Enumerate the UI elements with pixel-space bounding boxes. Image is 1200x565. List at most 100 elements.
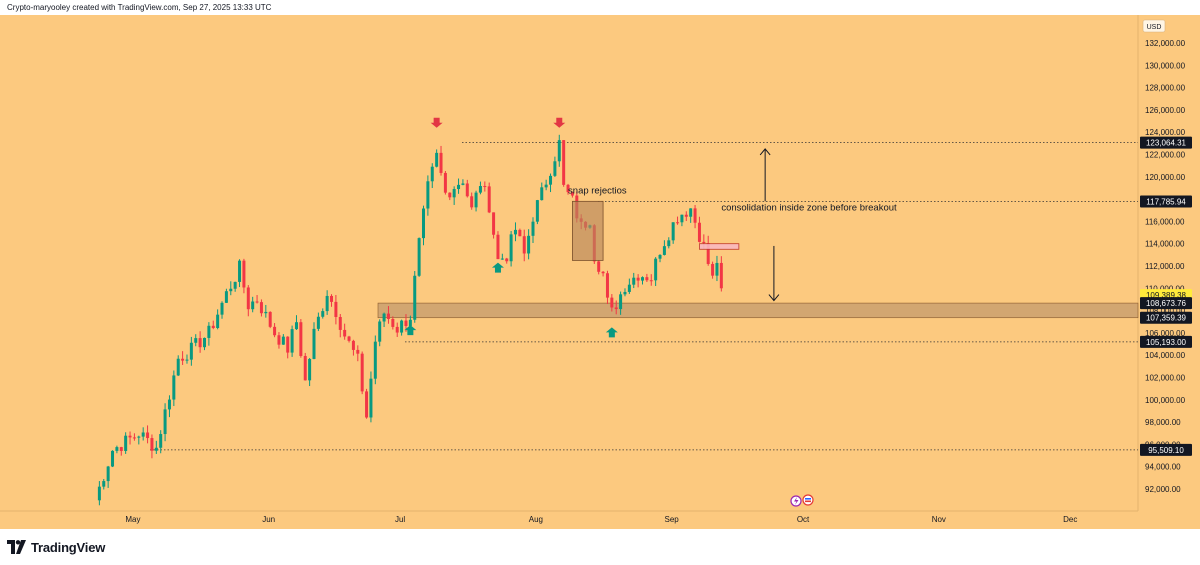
candle-body: [268, 311, 272, 327]
support-zone-rect[interactable]: [377, 302, 1139, 319]
candle-body: [264, 311, 268, 314]
candle-body: [159, 434, 163, 448]
candle-body: [680, 214, 684, 223]
candle-body: [641, 277, 644, 281]
candle-body: [325, 295, 329, 312]
price-tick-label: 126,000.00: [1145, 106, 1186, 115]
candle-body: [308, 358, 312, 381]
time-tick-label: Dec: [1063, 515, 1077, 524]
price-tick-label: 106,000.00: [1145, 329, 1186, 338]
candle-body: [351, 340, 355, 350]
candle-body: [146, 432, 150, 439]
price-label-badge: [1140, 136, 1192, 149]
candle-body: [303, 355, 307, 381]
candle-body: [316, 316, 320, 329]
price-tick-label: 92,000.00: [1145, 485, 1181, 494]
candle-body: [286, 336, 290, 353]
down-arrow-icon: [430, 117, 443, 128]
price-label-text: 117,785.94: [1146, 197, 1186, 206]
up-arrow-icon: [605, 327, 618, 338]
candlestick-series: [97, 134, 723, 506]
candle-body: [224, 291, 228, 303]
candle-body: [102, 481, 106, 487]
flag-event-icon[interactable]: [802, 494, 814, 506]
currency-label: USD: [1147, 24, 1162, 31]
candle-body: [676, 222, 680, 224]
down-arrow-icon: [553, 117, 566, 128]
candle-body: [518, 229, 522, 237]
candle-body: [667, 240, 671, 247]
rectangle-drawing[interactable]: [699, 243, 740, 250]
candle-body: [417, 238, 421, 276]
candle-body: [312, 328, 316, 359]
price-label-text: 95,509.10: [1148, 446, 1184, 455]
price-label-badge: [1140, 311, 1192, 324]
candle-body: [601, 271, 605, 274]
price-tick-label: 128,000.00: [1145, 84, 1186, 93]
price-tick-label: 112,000.00: [1145, 262, 1185, 271]
candle-body: [290, 329, 294, 353]
candle-body: [671, 222, 675, 241]
tradingview-brand: TradingView: [31, 539, 106, 555]
price-tick-label: 100,000.00: [1145, 396, 1186, 405]
candle-body: [605, 273, 609, 298]
candle-body: [255, 301, 259, 303]
candle-body: [522, 236, 526, 254]
candle-body: [141, 432, 145, 437]
candle-body: [356, 349, 360, 354]
candle-body: [321, 311, 325, 317]
candle-body: [619, 294, 623, 310]
candle-body: [360, 353, 364, 392]
candle-body: [154, 447, 158, 451]
candle-body: [97, 486, 101, 501]
up-arrow-icon: [404, 325, 417, 336]
support-zone[interactable]: [377, 302, 1139, 319]
candle-body: [636, 277, 640, 281]
price-tick-label: 102,000.00: [1145, 374, 1186, 383]
candle-body: [610, 297, 614, 308]
price-tick-label: 114,000.00: [1145, 240, 1185, 249]
candle-body: [540, 187, 544, 201]
rectangle-drawing[interactable]: [572, 200, 604, 261]
tradingview-footer[interactable]: TradingView: [7, 539, 105, 555]
candle-body: [373, 341, 377, 379]
candle-body: [439, 152, 443, 173]
candle-body: [400, 320, 404, 333]
candle-body: [391, 318, 395, 327]
candle-body: [527, 235, 531, 254]
candle-body: [176, 358, 180, 376]
annotation-text: consolidation inside zone before breakou…: [721, 202, 897, 213]
candle-body: [570, 192, 574, 196]
candle-body: [509, 234, 513, 262]
candle-body: [343, 329, 347, 337]
time-tick-label: Aug: [529, 515, 543, 524]
candle-body: [238, 260, 242, 282]
time-tick-label: Sep: [665, 515, 680, 524]
price-tick-label: 116,000.00: [1145, 217, 1185, 226]
candle-body: [369, 378, 373, 418]
price-label-badge: [1140, 443, 1192, 456]
candle-body: [452, 189, 456, 198]
candle-body: [553, 161, 557, 176]
candle-body: [697, 222, 701, 242]
candle-body: [662, 246, 666, 255]
candle-body: [719, 262, 723, 289]
candle-body: [500, 258, 504, 260]
candle-body: [378, 321, 382, 342]
time-axis[interactable]: May Jun Jul Aug Sep Oct Nov Dec: [125, 515, 1077, 524]
candle-body: [535, 200, 539, 222]
candle-body: [395, 326, 399, 333]
price-axis[interactable]: USD 92,000.0094,000.0096,000.0098,000.00…: [1140, 19, 1192, 494]
attribution-text: Crypto-maryooley created with TradingVie…: [7, 3, 272, 12]
flag-glyph-icon: [805, 498, 811, 500]
candle-body: [557, 140, 561, 162]
candle-body: [461, 183, 465, 185]
tradingview-logo-icon: [7, 540, 26, 554]
event-icons[interactable]: [790, 494, 814, 507]
drawing-tools[interactable]: [572, 148, 780, 302]
candle-body: [365, 391, 369, 418]
candle-body: [189, 342, 193, 360]
price-tick-label: 124,000.00: [1145, 128, 1186, 137]
candle-body: [474, 192, 478, 208]
price-chart[interactable]: snap rejectios consolidation inside zone …: [0, 0, 1200, 530]
